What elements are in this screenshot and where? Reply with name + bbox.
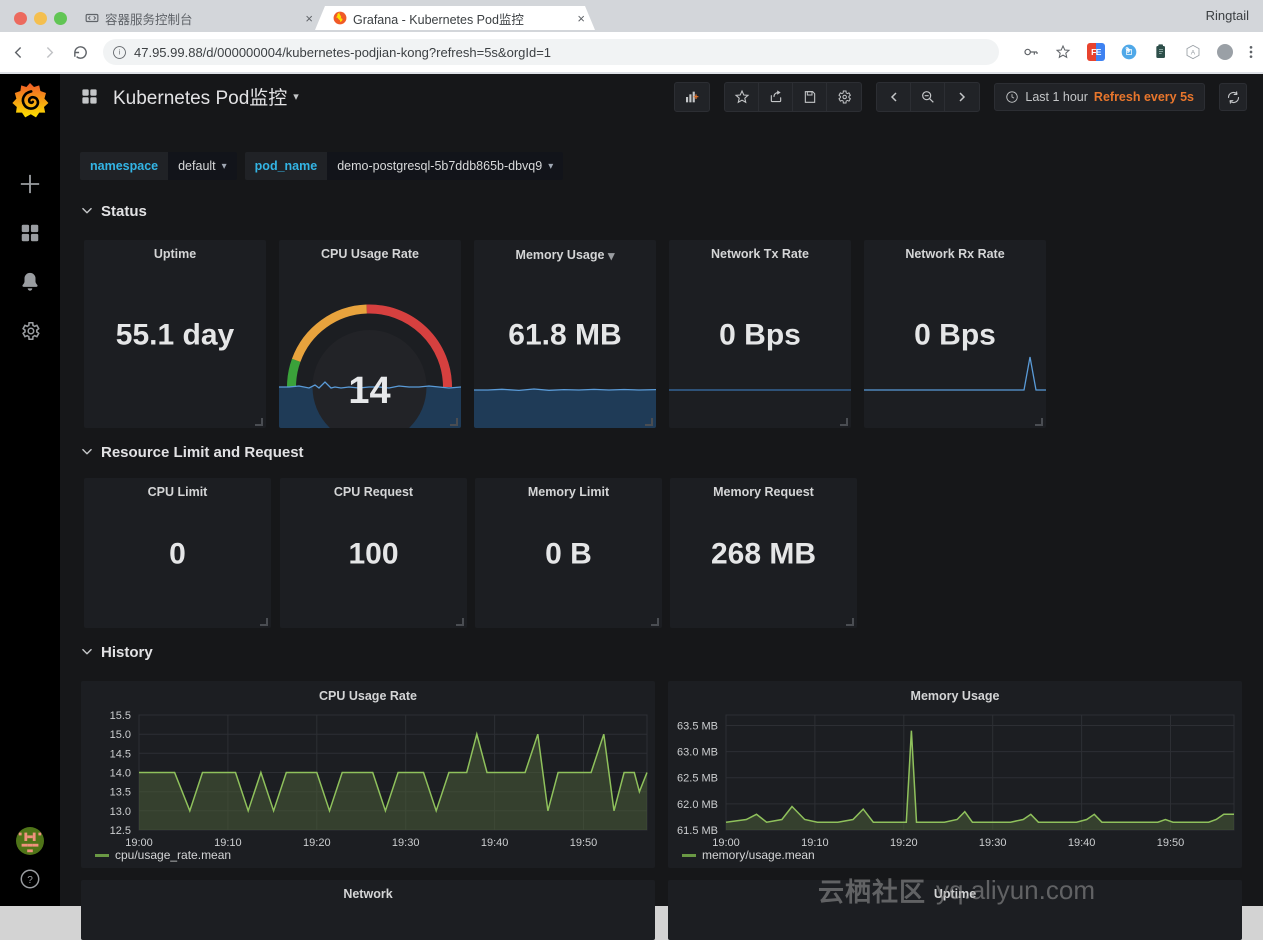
svg-text:19:30: 19:30 bbox=[392, 837, 420, 849]
svg-text:15.5: 15.5 bbox=[110, 710, 131, 722]
svg-text:15.0: 15.0 bbox=[110, 729, 131, 741]
svg-text:i: i bbox=[119, 49, 121, 56]
svg-text:19:30: 19:30 bbox=[979, 837, 1007, 849]
svg-text:19:40: 19:40 bbox=[1068, 837, 1096, 849]
svg-text:13.5: 13.5 bbox=[110, 787, 131, 799]
svg-text:61.5 MB: 61.5 MB bbox=[677, 825, 718, 837]
svg-text:62.5 MB: 62.5 MB bbox=[677, 773, 718, 785]
svg-text:19:50: 19:50 bbox=[1157, 837, 1185, 849]
svg-text:19:40: 19:40 bbox=[481, 837, 509, 849]
svg-text:19:20: 19:20 bbox=[890, 837, 918, 849]
svg-text:63.0 MB: 63.0 MB bbox=[677, 747, 718, 759]
svg-text:?: ? bbox=[27, 875, 33, 886]
svg-text:19:50: 19:50 bbox=[570, 837, 598, 849]
svg-text:12.5: 12.5 bbox=[110, 825, 131, 837]
svg-text:A: A bbox=[1191, 50, 1196, 57]
svg-text:63.5 MB: 63.5 MB bbox=[677, 721, 718, 733]
svg-text:19:20: 19:20 bbox=[303, 837, 331, 849]
svg-text:62.0 MB: 62.0 MB bbox=[677, 799, 718, 811]
svg-text:13.0: 13.0 bbox=[110, 806, 131, 818]
svg-text:14.5: 14.5 bbox=[110, 748, 131, 760]
svg-text:14: 14 bbox=[348, 370, 390, 412]
svg-text:14.0: 14.0 bbox=[110, 768, 131, 780]
